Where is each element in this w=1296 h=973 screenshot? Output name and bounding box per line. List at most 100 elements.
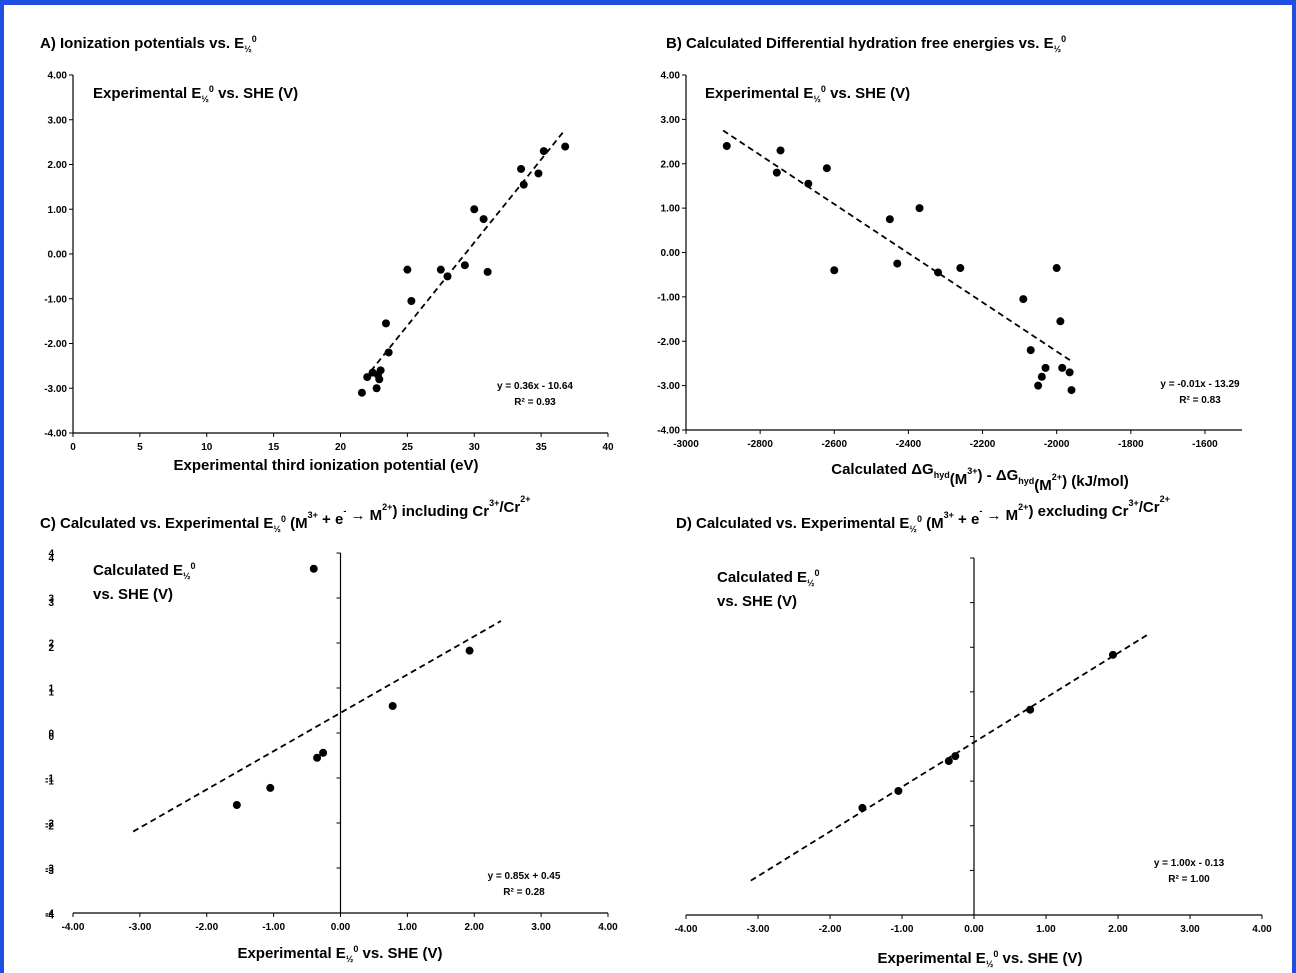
panel-b-point (822, 164, 831, 173)
panel-d-title: D) Calculated vs. Experimental E½0 (M3+ … (676, 494, 1170, 534)
panel-b-xtick-label: -1800 (1118, 439, 1144, 450)
panel-b-point (1065, 368, 1074, 377)
panel-a-y-label-part: vs. SHE (V) (214, 85, 298, 102)
panel-d-xtick-label: -4.00 (675, 924, 698, 935)
panel-a-xtick-label: 0 (70, 442, 76, 453)
panel-d-x-label-part: ½ (986, 959, 994, 969)
panel-a-point (519, 180, 528, 189)
panel-c-point (309, 564, 318, 573)
panel-a-ytick-label: 0.00 (48, 250, 68, 261)
panel-b-x-label-part: 2+ (1052, 472, 1062, 482)
panel-b-x-label-part: (M (1034, 477, 1052, 494)
panel-d-xtick-label: 2.00 (1108, 924, 1128, 935)
panel-a-point (381, 319, 390, 328)
panel-d-xtick-label: 4.00 (1252, 924, 1272, 935)
panel-b-point (915, 204, 924, 213)
panel-b-ytick-label: 3.00 (661, 115, 681, 126)
panel-c-ytick-label: -1 (45, 774, 54, 785)
panel-b-ytick-label: 1.00 (661, 204, 681, 215)
panel-d-point (858, 803, 867, 812)
panel-a-xtick-label: 10 (201, 442, 213, 453)
panel-c-title-part: C) Calculated vs. Experimental E (40, 515, 273, 532)
panel-b-ytick-label: 4.00 (661, 71, 681, 82)
panel-a-point (443, 272, 452, 281)
panel-b-trendline (722, 129, 1072, 362)
panel-d-title-part: (M (922, 515, 944, 532)
panel-b-point (893, 259, 902, 268)
panel-a-point (479, 215, 488, 224)
panel-a-ytick-label: 1.00 (48, 205, 68, 216)
panel-b-point (934, 268, 943, 277)
panel-d-xtick-label: 1.00 (1036, 924, 1056, 935)
panel-d-ytick-label: 1 (48, 687, 54, 698)
panel-d-x-label-part: Experimental E (877, 950, 985, 967)
panel-b-xtick-label: -2000 (1044, 439, 1070, 450)
panel-c-ytick-label: -4 (45, 909, 54, 920)
panel-c-r-squared: R² = 0.28 (503, 887, 545, 898)
panel-d-ytick-label: -2 (45, 821, 54, 832)
panel-d-ytick-label: -1 (45, 777, 54, 788)
panel-a-point (375, 375, 384, 384)
panel-c-xtick-label: 1.00 (398, 922, 418, 933)
panel-b-xtick-label: -2400 (896, 439, 922, 450)
panel-a-title-part: 0 (252, 34, 257, 44)
panel-b-x-label-part: (M (950, 471, 968, 488)
panel-d-x-label-part: 0 (993, 949, 998, 959)
panel-c-x-label-part: vs. SHE (V) (358, 945, 442, 962)
panel-a-xtick-label: 25 (402, 442, 414, 453)
panel-a-title: A) Ionization potentials vs. E½0 (40, 34, 257, 54)
panel-b-point (776, 146, 785, 155)
panel-a-point (363, 373, 372, 382)
panel-c-y-label: Calculated E½0 (93, 561, 196, 581)
panel-b-point (772, 168, 781, 177)
panel-a-xtick-label: 40 (602, 442, 614, 453)
panel-d-y-label-part: Calculated E (717, 569, 807, 586)
panel-c-ytick-label: 4 (48, 549, 54, 560)
panel-d-title-part: 0 (917, 514, 922, 524)
panel-b-point (1052, 264, 1061, 273)
panel-d-y-label-part: ½ (807, 578, 815, 588)
panel-b-point (830, 266, 839, 275)
panel-d-ytick-label: -4 (45, 911, 54, 922)
panel-c-ytick-label: 3 (48, 594, 54, 605)
panel-b-xtick-label: -2600 (821, 439, 847, 450)
panel-b-ytick-label: -2.00 (657, 337, 680, 348)
panel-c-x-label-part: 0 (353, 944, 358, 954)
panel-a-point (436, 265, 445, 274)
panel-b: -4.00 -3.00 -2.00 -1.00 0.00 1.00 2.00 3.00 4.00… (657, 34, 1242, 494)
panel-d-title-part: - (979, 506, 982, 516)
panel-c-ytick-label: -2 (45, 819, 54, 830)
panel-a-xtick-label: 5 (137, 442, 143, 453)
panel-b-xtick-label: -2800 (747, 439, 773, 450)
panel-d-xtick-label: -3.00 (747, 924, 770, 935)
panel-b-title-part: B) Calculated Differential hydration fre… (666, 35, 1054, 52)
panel-d-y-label-line2: vs. SHE (V) (717, 593, 797, 610)
panel-b-ytick-label: 0.00 (661, 248, 681, 259)
panel-a-ytick-label: -2.00 (44, 339, 67, 350)
panel-a-ytick-label: -4.00 (44, 429, 67, 440)
panel-a-point (384, 348, 393, 357)
panel-c-xtick-label: -2.00 (195, 922, 218, 933)
panel-d-y-label-part: 0 (815, 568, 820, 578)
panel-d-x-label: Experimental E½0 vs. SHE (V) (877, 949, 1082, 969)
panel-b-r-squared: R² = 0.83 (1179, 395, 1221, 406)
panel-b-title-part: ½ (1054, 44, 1062, 54)
panel-b-x-label-part: ) - ΔG (978, 467, 1019, 484)
panel-a-title-part: ½ (244, 44, 252, 54)
panel-a-point (372, 384, 381, 393)
panel-b-ytick-label: -4.00 (657, 426, 680, 437)
panel-a-point (539, 147, 548, 156)
panel-b-x-label-part: hyd (1018, 476, 1034, 486)
panel-c-point (465, 646, 474, 655)
panel-a-y-label-part: 0 (209, 84, 214, 94)
panel-c-title-part: 2+ (382, 502, 392, 512)
panel-b-x-label-part: ) (kJ/mol) (1062, 473, 1129, 490)
panel-b-point (1067, 386, 1076, 395)
panel-a-y-label: Experimental E½0 vs. SHE (V) (93, 84, 298, 104)
panel-d-title-part: 2+ (1018, 502, 1028, 512)
panel-d-ytick-label: 2 (48, 643, 54, 654)
panel-d-title-part: ) excluding Cr (1028, 503, 1128, 520)
panel-b-y-label-part: vs. SHE (V) (826, 85, 910, 102)
panel-a-xtick-label: 30 (469, 442, 481, 453)
